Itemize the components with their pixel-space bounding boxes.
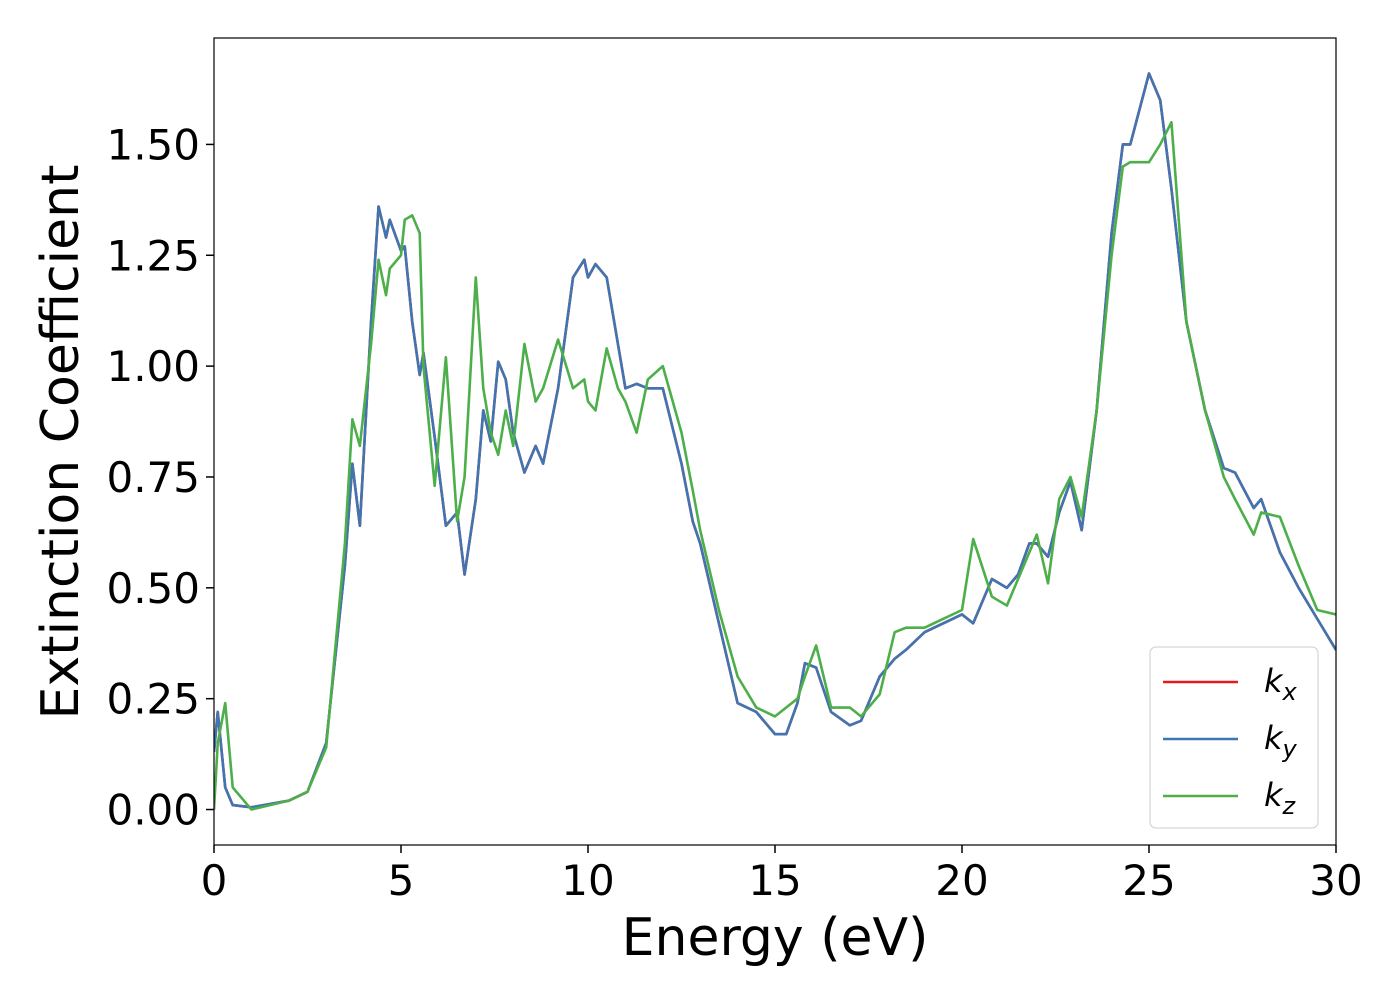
y-tick-label: 0.00	[106, 786, 200, 835]
x-tick-label: 30	[1309, 856, 1362, 905]
y-tick-label: 0.50	[106, 564, 200, 613]
x-tick-label: 25	[1122, 856, 1175, 905]
x-tick-label: 15	[748, 856, 801, 905]
legend-label: kz	[1264, 776, 1297, 820]
y-tick-label: 1.25	[106, 231, 200, 280]
legend-label: kx	[1264, 662, 1298, 706]
plot-lines	[214, 72, 1336, 811]
y-tick-label: 1.50	[106, 120, 200, 169]
y-axis-title: Extinction Coefficient	[31, 165, 91, 720]
legend-box	[1149, 646, 1319, 829]
y-tick-label: 0.75	[106, 453, 200, 502]
plot-frame	[213, 37, 1337, 846]
y-tick-label: 0.25	[106, 675, 200, 724]
x-axis-title: Energy (eV)	[622, 908, 929, 968]
x-tick-label: 5	[388, 856, 415, 905]
x-tick-label: 0	[201, 856, 228, 905]
series-line	[214, 120, 1336, 811]
y-tick-label: 1.00	[106, 342, 200, 391]
legend-label: ky	[1264, 719, 1298, 763]
x-tick-label: 20	[935, 856, 988, 905]
x-tick-label: 10	[561, 856, 614, 905]
